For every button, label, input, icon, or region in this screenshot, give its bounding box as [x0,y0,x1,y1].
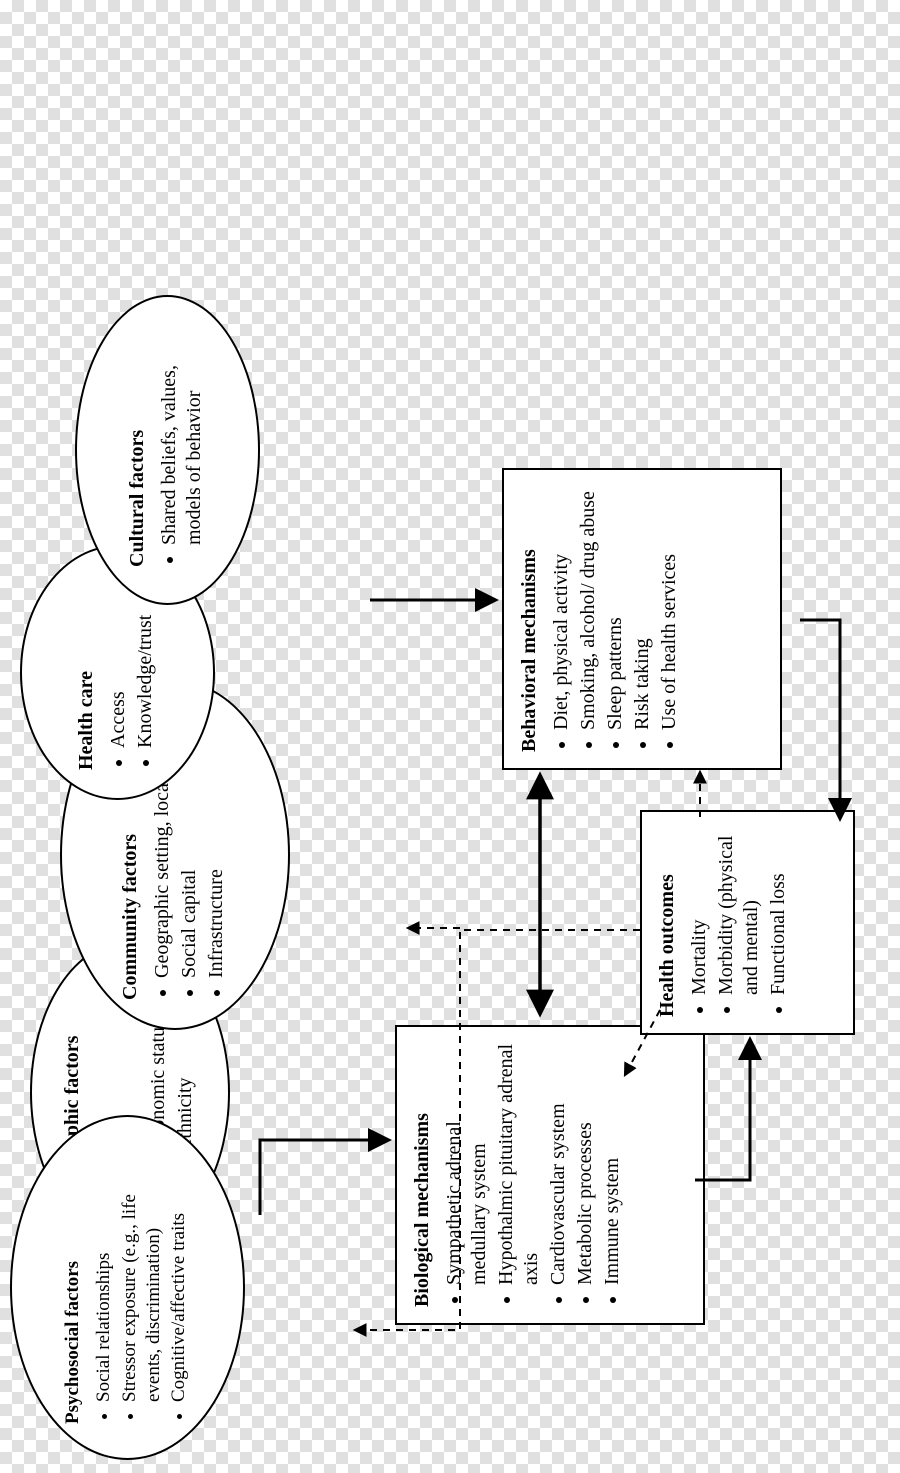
node-biological: Biological mechanisms Sympathetic adrena… [395,1025,705,1325]
list-item: Use of health services [657,486,682,730]
node-outcomes: Health outcomes Mortality Morbidity (phy… [640,810,855,1035]
node-items: Diet, physical activity Smoking, alcohol… [547,486,684,752]
list-item: Hypothalmic pituitary adrenal axis [494,1043,544,1285]
node-items: Sympathetic adrenal medullary system Hyp… [440,1043,627,1307]
node-title: Behavioral mechanisms [518,486,541,752]
list-item: Metabolic processes [573,1043,598,1285]
node-psychosocial: Psychosocial factors Social relationship… [10,1115,245,1460]
list-item: Risk taking [630,486,655,730]
node-title: Health outcomes [656,828,679,1017]
node-title: Psychosocial factors [62,1151,84,1424]
node-behavioral: Behavioral mechanisms Diet, physical act… [502,468,782,770]
list-item: Sleep patterns [603,486,628,730]
list-item: Mortality [687,828,712,995]
list-item: Stressor exposure (e.g., life events, di… [118,1151,166,1402]
list-item: Immune system [600,1043,625,1285]
list-item: Cognitive/affective traits [167,1151,191,1402]
list-item: Functional loss [766,828,791,995]
list-item: Cardiovascular system [546,1043,571,1285]
node-title: Cultural factors [126,333,149,567]
node-items: Shared beliefs, values, models of behavi… [155,333,209,567]
list-item: Morbidity (physical and mental) [714,828,764,995]
list-item: Sympathetic adrenal medullary system [442,1043,492,1285]
node-title: Biological mechanisms [411,1043,434,1307]
list-item: Shared beliefs, values, models of behavi… [157,333,207,545]
list-item: Smoking, alcohol/ drug abuse [576,486,601,730]
diagram-stage: Demographic factors Age Gender Socioecon… [0,0,900,1473]
list-item: Diet, physical activity [549,486,574,730]
node-cultural: Cultural factors Shared beliefs, values,… [75,295,260,605]
node-items: Mortality Morbidity (physical and mental… [685,828,793,1017]
node-items: Social relationships Stressor exposure (… [90,1151,193,1424]
list-item: Social relationships [92,1151,116,1402]
